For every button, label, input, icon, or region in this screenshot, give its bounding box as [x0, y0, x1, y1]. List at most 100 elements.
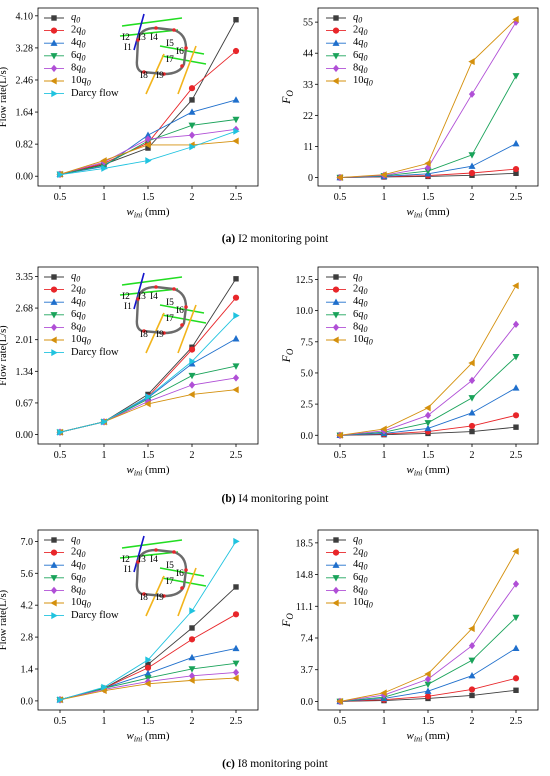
legend-marker-10q0: [50, 599, 57, 607]
x-axis-label: wini (mm): [407, 464, 450, 478]
y-tick-label: 11: [303, 142, 313, 153]
data-point-6q0: [424, 681, 432, 688]
legend-label-6q0: 6q0: [353, 572, 368, 584]
inset-fracture-green-line: [159, 304, 205, 314]
inset-node: [154, 548, 158, 552]
data-point-8q0: [188, 131, 196, 139]
y-axis-label: Flow rate(L/s): [0, 589, 9, 650]
data-point-6q0: [468, 395, 476, 402]
x-tick-label: 2.5: [510, 192, 523, 203]
data-point-10q0: [232, 674, 239, 682]
caption-a-letter: (a): [221, 233, 236, 245]
chart-panel-a-left: 0.5 1 1.5 2 2.5 0.00 0.82 1.64 2.46 3.28 4.10 wini …: [0, 7, 259, 220]
inset-node: [136, 560, 140, 564]
legend-label-8q0: 8q0: [71, 63, 86, 75]
data-point-darcy-flow: [233, 127, 240, 135]
data-point-2q0: [188, 346, 196, 353]
y-tick-label: 3.28: [16, 43, 34, 54]
series-line-2q0: [59, 613, 237, 701]
data-point-q0: [189, 625, 195, 631]
inset-fracture-green-line: [119, 29, 179, 37]
legend-label-4q0: 4q0: [71, 560, 86, 572]
data-point-6q0: [232, 363, 240, 370]
data-point-2q0: [188, 85, 196, 92]
legend-marker-4q0: [332, 298, 340, 305]
y-tick-label: 0.82: [16, 140, 34, 151]
data-point-darcy-flow: [57, 696, 64, 704]
legend-label-2q0: 2q0: [353, 284, 368, 296]
legend-label-6q0: 6q0: [71, 309, 86, 321]
data-point-q0: [233, 17, 239, 23]
legend-label-10q0: 10q0: [353, 597, 373, 609]
inset-label-i2: I2: [122, 33, 130, 43]
y-axis-label: FO: [279, 90, 295, 105]
legend-marker-4q0: [50, 561, 58, 568]
data-point-4q0: [424, 424, 432, 432]
data-point-2q0: [512, 675, 520, 682]
data-point-8q0: [188, 381, 196, 389]
legend-label-q0: q0: [71, 534, 80, 546]
inset-label-i5: I5: [166, 39, 174, 49]
legend-label-2q0: 2q0: [71, 284, 86, 296]
legend-marker-darcy-flow: [51, 349, 58, 357]
data-point-2q0: [468, 169, 476, 177]
legend-label-4q0: 4q0: [71, 297, 86, 309]
inset-node: [142, 592, 146, 596]
legend-marker-10q0: [332, 77, 339, 85]
y-tick-label: 2.5: [301, 400, 314, 411]
legend-marker-6q0: [332, 575, 340, 582]
legend-label-q0: q0: [71, 12, 80, 24]
y-tick-label: 0.0: [21, 696, 34, 707]
legend-label-8q0: 8q0: [353, 585, 368, 597]
legend-marker-8q0: [50, 323, 58, 332]
legend-label-10q0: 10q0: [71, 597, 91, 609]
x-tick-label: 1: [102, 450, 107, 461]
data-point-darcy-flow: [145, 393, 152, 401]
y-tick-label: 3.7: [301, 665, 314, 676]
data-point-darcy-flow: [57, 428, 64, 436]
data-point-8q0: [468, 376, 476, 385]
caption-b-letter: (b): [221, 493, 236, 505]
legend-label-4q0: 4q0: [353, 560, 368, 572]
y-tick-label: 18.5: [296, 538, 314, 549]
data-point-q0: [233, 276, 239, 282]
data-point-2q0: [424, 693, 432, 700]
data-point-10q0: [424, 159, 431, 167]
y-tick-label: 1.34: [16, 367, 34, 378]
x-tick-label: 1: [382, 716, 387, 727]
legend-marker-2q0: [50, 27, 58, 34]
legend-marker-q0: [51, 274, 57, 280]
inset-label-i5: I5: [166, 298, 174, 308]
inset-label-i8: I8: [140, 593, 148, 603]
legend-label-darcy-flow: Darcy flow: [71, 88, 119, 99]
caption-b: (b) I4 monitoring point: [0, 493, 550, 505]
y-tick-label: 0.00: [16, 430, 34, 441]
data-point-6q0: [188, 122, 196, 130]
data-point-6q0: [468, 657, 476, 664]
inset-label-i8: I8: [140, 330, 148, 340]
inset-fracture-yellow-line: [177, 567, 197, 617]
inset-label-i1: I1: [124, 43, 132, 53]
y-tick-label: 55: [303, 18, 313, 29]
y-tick-label: 12.5: [296, 275, 314, 286]
legend-marker-2q0: [332, 286, 340, 293]
data-point-10q0: [188, 390, 195, 398]
y-tick-label: 2.8: [21, 633, 34, 644]
y-tick-label: 1.4: [21, 664, 34, 675]
legend-marker-6q0: [50, 53, 58, 60]
chart-panel-c-left: 0.5 1 1.5 2 2.5 0.0 1.4 2.8 4.2 5.6 7.0 wini (mm) Fl…: [0, 529, 259, 744]
x-tick-label: 0.5: [54, 716, 67, 727]
legend-marker-6q0: [50, 312, 58, 319]
series-line-2q0: [59, 50, 237, 175]
legend-label-10q0: 10q0: [71, 334, 91, 346]
legend-label-2q0: 2q0: [353, 25, 368, 37]
data-point-4q0: [232, 644, 240, 652]
y-tick-label: 11.1: [296, 602, 313, 613]
data-point-darcy-flow: [189, 143, 196, 151]
chart-panel-c-right: 0.5 1 1.5 2 2.5 0.0 3.7 7.4 11.1 14.8 18.5 wini (mm…: [279, 529, 539, 744]
data-point-10q0: [144, 141, 151, 149]
data-point-q0: [469, 692, 475, 699]
caption-c: (c) I8 monitoring point: [0, 758, 550, 770]
data-point-8q0: [468, 642, 476, 650]
